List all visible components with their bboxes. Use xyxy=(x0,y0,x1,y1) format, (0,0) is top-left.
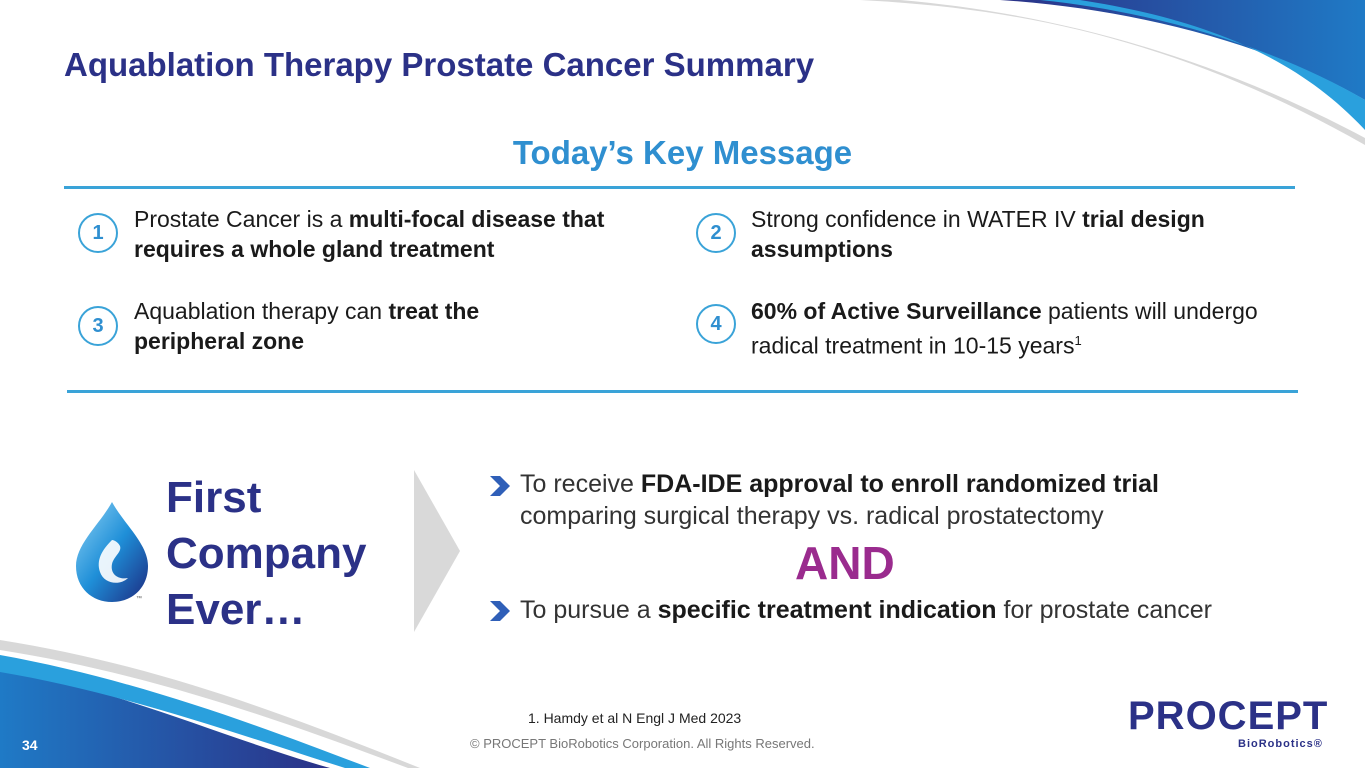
trademark-symbol: ™ xyxy=(136,595,142,602)
key-point-4: 60% of Active Surveillance patients will… xyxy=(751,296,1271,361)
slide-title: Aquablation Therapy Prostate Cancer Summ… xyxy=(64,46,815,83)
bullet-treatment-indication: To pursue a specific treatment indicatio… xyxy=(520,594,1340,626)
copyright: © PROCEPT BioRobotics Corporation. All R… xyxy=(470,736,815,751)
water-drop-logo-icon: ™ xyxy=(76,502,148,602)
chevron-bullet-icon xyxy=(488,474,512,498)
key-point-bold: multi-focal disease that requires a whol… xyxy=(134,206,605,262)
key-point-2: Strong confidence in WATER IV trial desi… xyxy=(751,204,1271,264)
first-company-heading: First Company Ever… xyxy=(166,473,367,634)
key-point-bold: treat the peripheral zone xyxy=(134,298,480,354)
page-number: 34 xyxy=(22,737,38,753)
bullet-text: for prostate cancer xyxy=(996,596,1212,624)
number-badge-4: 4 xyxy=(696,304,736,344)
footnote: 1. Hamdy et al N Engl J Med 2023 xyxy=(528,710,742,726)
key-point-text: Aquablation therapy can xyxy=(134,298,389,324)
number-badge-2: 2 xyxy=(696,213,736,253)
bullet-fda-approval: To receive FDA-IDE approval to enroll ra… xyxy=(520,468,1240,532)
bullet-text: To pursue a xyxy=(520,596,658,624)
key-point-1: Prostate Cancer is a multi-focal disease… xyxy=(134,204,634,264)
key-point-bold: 60% of Active Surveillance xyxy=(751,298,1042,324)
bottom-divider xyxy=(67,390,1298,393)
number-badge-1: 1 xyxy=(78,213,118,253)
bullet-bold: FDA-IDE approval to enroll randomized tr… xyxy=(640,470,1160,498)
key-point-3: Aquablation therapy can treat the periph… xyxy=(134,296,584,356)
bullet-bold: specific treatment indication xyxy=(657,596,997,624)
key-point-text: Strong confidence in WATER IV xyxy=(751,206,1083,232)
key-point-text: Prostate Cancer is a xyxy=(134,206,349,232)
footnote-ref: 1 xyxy=(1074,333,1082,348)
procept-logo-wordmark: PROCEPT xyxy=(1128,694,1329,738)
number-badge-3: 3 xyxy=(78,306,118,346)
chevron-arrow-icon xyxy=(414,470,460,632)
chevron-bullet-icon xyxy=(488,599,512,623)
biorobotics-logo-subtext: BioRobotics® xyxy=(1238,738,1323,750)
key-point-bold: trial design assumptions xyxy=(751,206,1205,262)
bullet-text: To receive xyxy=(520,470,641,498)
bullet-text: comparing surgical therapy vs. radical p… xyxy=(520,502,1104,530)
top-divider xyxy=(64,186,1295,189)
key-message-heading: Today’s Key Message xyxy=(512,134,853,171)
and-connector: AND xyxy=(795,537,895,589)
key-point-text: patients will undergo radical treatment … xyxy=(751,298,1258,359)
